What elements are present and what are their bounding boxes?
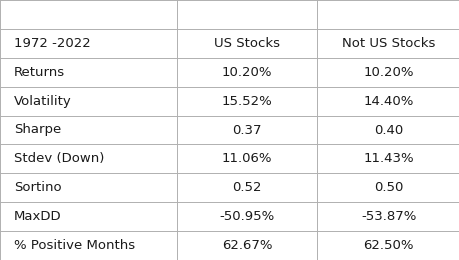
Text: 10.20%: 10.20% <box>222 66 272 79</box>
Text: Sortino: Sortino <box>14 181 62 194</box>
Text: 62.67%: 62.67% <box>222 239 272 252</box>
Text: Volatility: Volatility <box>14 95 72 108</box>
Text: Sharpe: Sharpe <box>14 124 61 136</box>
Text: % Positive Months: % Positive Months <box>14 239 134 252</box>
Text: US Stocks: US Stocks <box>214 37 280 50</box>
Text: Returns: Returns <box>14 66 65 79</box>
Text: 11.43%: 11.43% <box>363 152 413 165</box>
Text: 10.20%: 10.20% <box>363 66 413 79</box>
Text: 15.52%: 15.52% <box>221 95 272 108</box>
Text: 1972 -2022: 1972 -2022 <box>14 37 90 50</box>
Text: -53.87%: -53.87% <box>360 210 415 223</box>
Text: MaxDD: MaxDD <box>14 210 62 223</box>
Text: 0.37: 0.37 <box>232 124 262 136</box>
Text: 0.50: 0.50 <box>373 181 403 194</box>
Text: 0.52: 0.52 <box>232 181 262 194</box>
Text: 0.40: 0.40 <box>373 124 403 136</box>
Text: 14.40%: 14.40% <box>363 95 413 108</box>
Text: 11.06%: 11.06% <box>222 152 272 165</box>
Text: 62.50%: 62.50% <box>363 239 413 252</box>
Text: Stdev (Down): Stdev (Down) <box>14 152 104 165</box>
Text: Not US Stocks: Not US Stocks <box>341 37 434 50</box>
Text: -50.95%: -50.95% <box>219 210 274 223</box>
